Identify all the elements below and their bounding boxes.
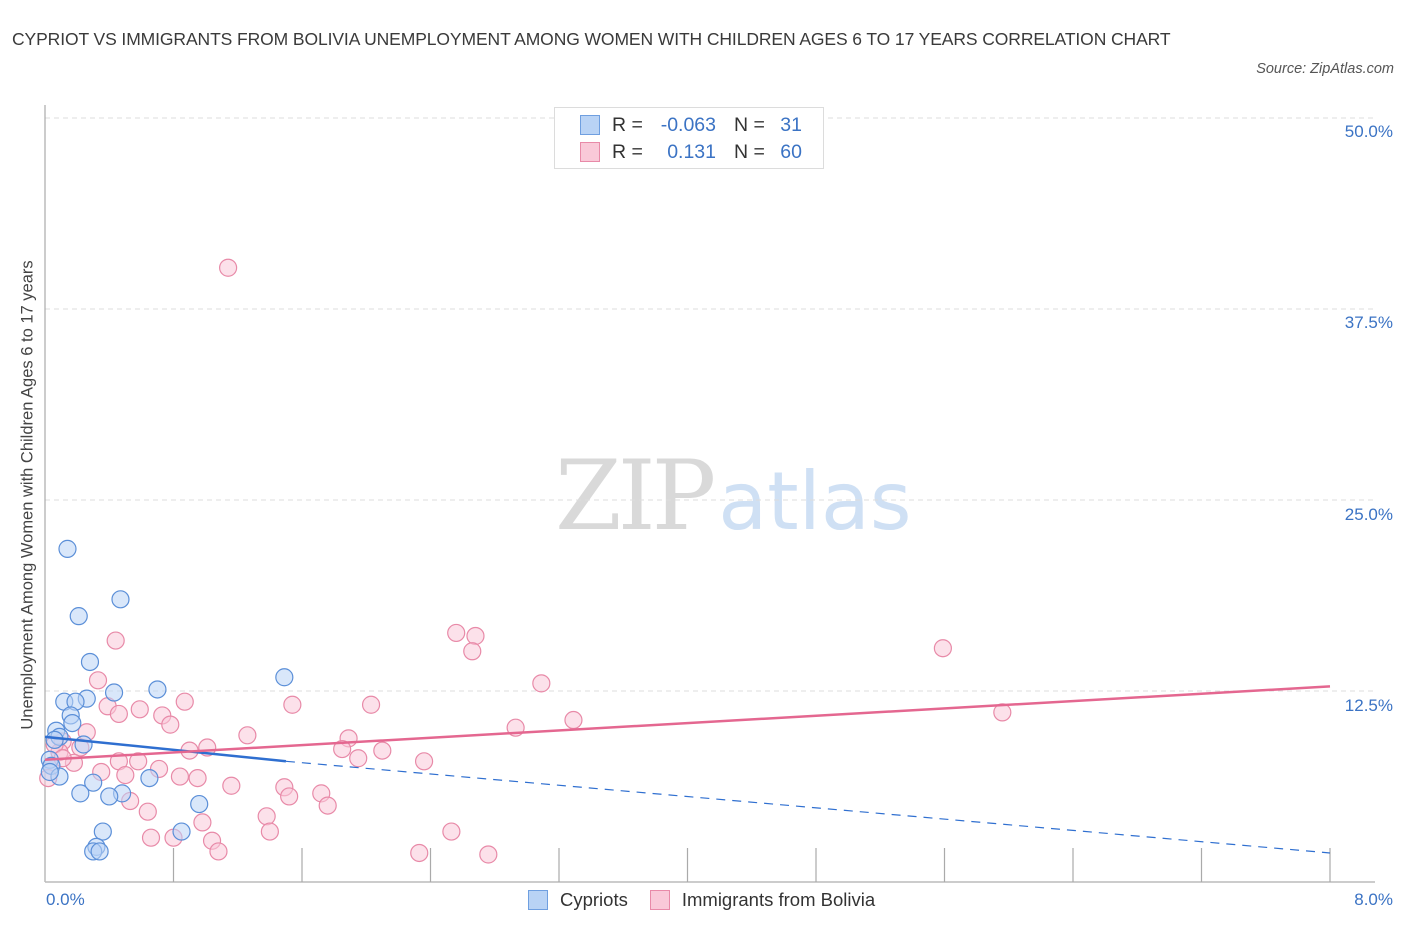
legend-row-cypriots: R = -0.063 N = 31 — [580, 113, 802, 137]
legend-row-bolivia: R = 0.131 N = 60 — [580, 140, 802, 164]
x-tick-8: 8.0% — [1354, 890, 1393, 909]
source-label: Source: ZipAtlas.com — [1256, 61, 1394, 77]
legend-item-cypriots[interactable]: Cypriots — [528, 889, 628, 911]
bolivia-legend-icon — [649, 890, 670, 910]
cypriots-swatch-icon — [580, 115, 600, 135]
cypriots-n-value: 31 — [780, 113, 802, 136]
series-legend: Cypriots Immigrants from Bolivia — [528, 889, 897, 911]
y-tick-50: 50.0% — [1344, 122, 1393, 141]
bolivia-r-value: 0.131 — [667, 140, 716, 163]
bolivia-swatch-icon — [580, 142, 600, 162]
y-tick-12-5: 12.5% — [1344, 696, 1393, 715]
cypriots-legend-icon — [528, 890, 548, 910]
correlation-legend: R = -0.063 N = 31 R = 0.131 N = 60 — [554, 107, 824, 169]
axes — [44, 105, 1375, 883]
series-cypriots-points — [40, 539, 294, 861]
cypriots-r-value: -0.063 — [660, 113, 716, 136]
chart-title: CYPRIOT VS IMMIGRANTS FROM BOLIVIA UNEMP… — [12, 29, 1171, 49]
x-tick-0: 0.0% — [46, 890, 85, 909]
legend-item-bolivia[interactable]: Immigrants from Bolivia — [649, 889, 875, 911]
y-tick-37-5: 37.5% — [1344, 313, 1393, 332]
y-tick-25: 25.0% — [1344, 505, 1393, 524]
gridlines — [45, 117, 1375, 692]
bolivia-n-value: 60 — [780, 140, 802, 163]
series-immigrants-from-bolivia-points — [39, 258, 1012, 864]
y-axis-label: Unemployment Among Women with Children A… — [18, 260, 37, 730]
trend-lines — [44, 685, 1331, 854]
